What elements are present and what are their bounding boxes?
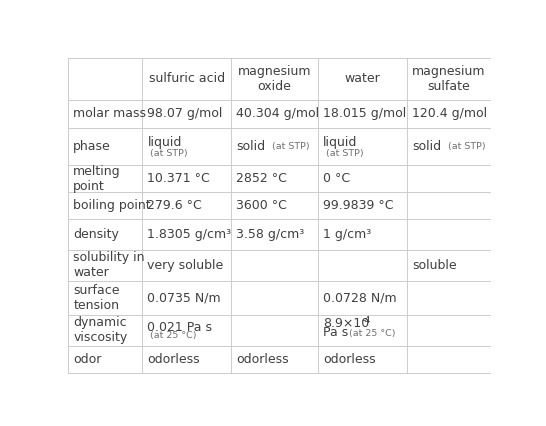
Text: odorless: odorless — [147, 353, 200, 366]
Text: 40.304 g/mol: 40.304 g/mol — [236, 107, 319, 121]
Text: water: water — [345, 72, 380, 85]
Text: very soluble: very soluble — [147, 259, 224, 272]
Text: 3600 °C: 3600 °C — [236, 199, 287, 212]
Text: (at STP): (at STP) — [269, 142, 310, 151]
Text: (at STP): (at STP) — [445, 142, 485, 151]
Text: (at STP): (at STP) — [150, 149, 187, 158]
Text: solubility in
water: solubility in water — [73, 251, 145, 279]
Text: (at 25 °C): (at 25 °C) — [150, 331, 197, 340]
Text: boiling point: boiling point — [73, 199, 151, 212]
Text: 18.015 g/mol: 18.015 g/mol — [323, 107, 406, 121]
Text: melting
point: melting point — [73, 164, 121, 193]
Text: 120.4 g/mol: 120.4 g/mol — [412, 107, 487, 121]
Text: magnesium
sulfate: magnesium sulfate — [412, 65, 486, 93]
Text: (at STP): (at STP) — [325, 149, 363, 158]
Text: -4: -4 — [361, 316, 371, 325]
Text: 99.9839 °C: 99.9839 °C — [323, 199, 394, 212]
Text: (at 25 °C): (at 25 °C) — [349, 329, 396, 339]
Text: 1 g/cm³: 1 g/cm³ — [323, 228, 371, 241]
Text: solid: solid — [412, 140, 441, 153]
Text: 0.0728 N/m: 0.0728 N/m — [323, 291, 396, 304]
Text: 98.07 g/mol: 98.07 g/mol — [147, 107, 223, 121]
Text: magnesium
oxide: magnesium oxide — [238, 65, 311, 93]
Text: liquid: liquid — [323, 136, 358, 149]
Text: odor: odor — [73, 353, 102, 366]
Text: 1.8305 g/cm³: 1.8305 g/cm³ — [147, 228, 232, 241]
Text: Pa s: Pa s — [323, 326, 348, 340]
Text: 279.6 °C: 279.6 °C — [147, 199, 202, 212]
Text: 0.0735 N/m: 0.0735 N/m — [147, 291, 221, 304]
Text: 2852 °C: 2852 °C — [236, 172, 287, 185]
Text: 8.9×10: 8.9×10 — [323, 317, 369, 330]
Text: phase: phase — [73, 140, 111, 153]
Text: molar mass: molar mass — [73, 107, 146, 121]
Text: odorless: odorless — [236, 353, 289, 366]
Text: 0.021 Pa s: 0.021 Pa s — [147, 321, 212, 334]
Text: solid: solid — [236, 140, 265, 153]
Text: liquid: liquid — [147, 136, 182, 149]
Text: density: density — [73, 228, 119, 241]
Text: odorless: odorless — [323, 353, 376, 366]
Text: 0 °C: 0 °C — [323, 172, 350, 185]
Text: dynamic
viscosity: dynamic viscosity — [73, 317, 128, 344]
Text: sulfuric acid: sulfuric acid — [149, 72, 225, 85]
Text: 3.58 g/cm³: 3.58 g/cm³ — [236, 228, 305, 241]
Text: surface
tension: surface tension — [73, 284, 120, 312]
Text: 10.371 °C: 10.371 °C — [147, 172, 210, 185]
Text: soluble: soluble — [412, 259, 456, 272]
